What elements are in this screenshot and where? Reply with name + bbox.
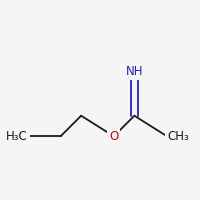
- Text: CH₃: CH₃: [167, 130, 189, 143]
- Text: H₃C: H₃C: [6, 130, 28, 143]
- Text: O: O: [109, 130, 118, 143]
- Text: NH: NH: [126, 65, 143, 78]
